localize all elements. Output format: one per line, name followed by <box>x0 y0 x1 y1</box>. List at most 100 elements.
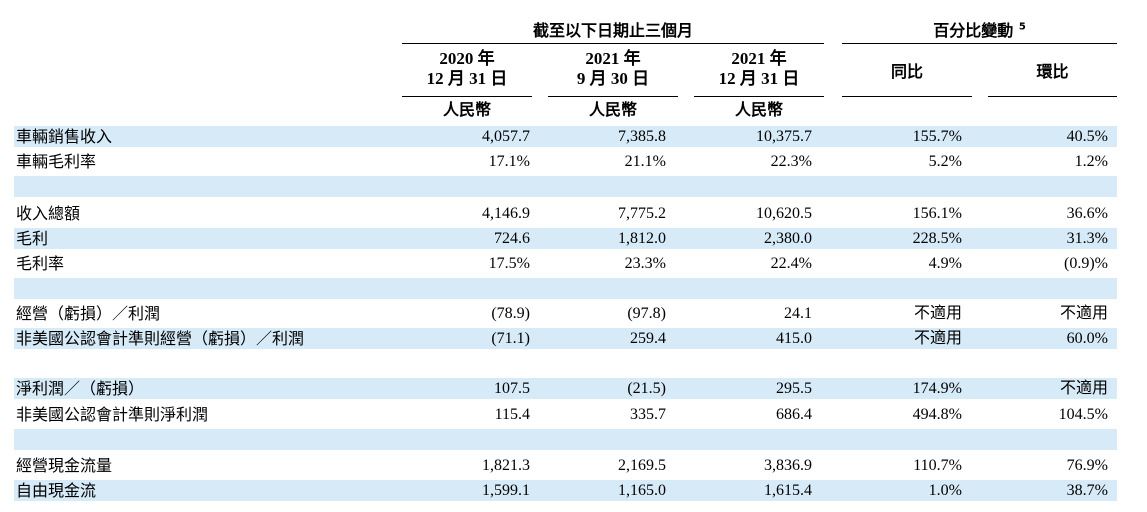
column-header-qoq: 環比 <box>1036 62 1069 81</box>
table-row: 毛利 724.6 1,812.0 2,380.0 228.5% 31.3% <box>14 228 1117 249</box>
column-header-q3-2021-currency: 人民幣 <box>588 100 637 119</box>
cell-yoy: 不適用 <box>913 305 962 322</box>
row-label: 非美國公認會計準則經營（虧損）／利潤 <box>16 329 305 348</box>
cell-q4-2021: 295.5 <box>776 380 812 397</box>
cell-q4-2020: 1,599.1 <box>482 482 530 499</box>
row-label: 收入總額 <box>16 204 81 223</box>
table-row: 非美國公認會計準則淨利潤 115.4 335.7 686.4 494.8% 10… <box>14 404 1117 425</box>
column-header-q3-2021-rule <box>548 96 678 97</box>
row-label: 車輛毛利率 <box>16 152 97 171</box>
cell-q3-2021: 259.4 <box>630 330 666 347</box>
cell-yoy: 156.1% <box>912 205 962 222</box>
cell-q4-2020: 4,057.7 <box>482 128 530 145</box>
cell-q4-2021: 415.0 <box>776 330 812 347</box>
cell-yoy: 494.8% <box>912 406 962 423</box>
table-row: 毛利率 17.5% 23.3% 22.4% 4.9% (0.9)% <box>14 253 1117 274</box>
column-header-q3-2021-date: 9 月 30 日 <box>576 69 650 88</box>
cell-q4-2021: 1,615.4 <box>764 482 812 499</box>
cell-q3-2021: (21.5) <box>627 380 666 397</box>
row-label: 經營（虧損）／利潤 <box>16 304 161 323</box>
row-label: 毛利率 <box>16 254 65 273</box>
cell-qoq: 1.2% <box>1074 153 1108 170</box>
cell-q4-2021: 10,620.5 <box>756 205 812 222</box>
header-group-three-months: 截至以下日期止三個月 <box>532 21 693 40</box>
row-label: 毛利 <box>16 229 49 248</box>
cell-yoy: 155.7% <box>912 128 962 145</box>
row-label: 淨利潤／（虧損） <box>16 379 145 398</box>
table-row: 經營（虧損）／利潤 (78.9) (97.8) 24.1 不適用 不適用 <box>14 303 1117 324</box>
column-header-q3-2021-year: 2021 年 <box>585 49 641 68</box>
row-label: 車輛銷售收入 <box>16 127 113 146</box>
cell-qoq: 不適用 <box>1059 305 1108 322</box>
row-label: 非美國公認會計準則淨利潤 <box>16 405 209 424</box>
header-group-percent-change-label: 百分比變動 <box>933 21 1014 40</box>
cell-q4-2020: 4,146.9 <box>482 205 530 222</box>
cell-yoy: 228.5% <box>912 230 962 247</box>
cell-q4-2021: 10,375.7 <box>756 128 812 145</box>
table-row: 車輛毛利率 17.1% 21.1% 22.3% 5.2% 1.2% <box>14 151 1117 172</box>
cell-q4-2021: 22.3% <box>770 153 812 170</box>
table-row: 非美國公認會計準則經營（虧損）／利潤 (71.1) 259.4 415.0 不適… <box>14 328 1117 349</box>
cell-qoq: 40.5% <box>1066 128 1108 145</box>
cell-qoq: 不適用 <box>1059 380 1108 397</box>
cell-qoq: 76.9% <box>1066 457 1108 474</box>
table-row-spacer <box>14 353 1117 374</box>
table-row: 車輛銷售收入 4,057.7 7,385.8 10,375.7 155.7% 4… <box>14 126 1117 147</box>
row-label: 自由現金流 <box>16 481 97 500</box>
header-group-three-months-rule <box>402 43 824 44</box>
cell-q3-2021: 21.1% <box>624 153 666 170</box>
cell-qoq: 36.6% <box>1066 205 1108 222</box>
table-row: 淨利潤／（虧損） 107.5 (21.5) 295.5 174.9% 不適用 <box>14 378 1117 399</box>
cell-q4-2021: 24.1 <box>784 305 812 322</box>
table-row: 收入總額 4,146.9 7,775.2 10,620.5 156.1% 36.… <box>14 203 1117 224</box>
cell-q4-2020: 1,821.3 <box>482 457 530 474</box>
cell-yoy: 110.7% <box>913 457 962 474</box>
table-row-spacer <box>14 176 1117 197</box>
cell-q4-2021: 22.4% <box>770 255 812 272</box>
cell-q3-2021: 23.3% <box>624 255 666 272</box>
cell-q4-2020: (71.1) <box>491 330 530 347</box>
cell-q4-2020: 115.4 <box>494 406 530 423</box>
column-header-q4-2021-currency: 人民幣 <box>734 100 783 119</box>
cell-q4-2020: 724.6 <box>494 230 530 247</box>
column-header-q4-2020-currency: 人民幣 <box>442 100 491 119</box>
table-row: 自由現金流 1,599.1 1,165.0 1,615.4 1.0% 38.7% <box>14 480 1117 501</box>
header-footnote-marker: 5 <box>1018 21 1026 33</box>
cell-qoq: (0.9)% <box>1064 255 1108 272</box>
cell-qoq: 31.3% <box>1066 230 1108 247</box>
column-header-q4-2020: 2020 年 12 月 31 日 <box>402 49 532 89</box>
column-header-q3-2021: 2021 年 9 月 30 日 <box>548 49 678 89</box>
cell-q3-2021: 7,775.2 <box>618 205 666 222</box>
cell-q4-2020: 17.1% <box>488 153 530 170</box>
cell-yoy: 174.9% <box>912 380 962 397</box>
column-header-qoq-rule <box>988 96 1117 97</box>
cell-q3-2021: 1,165.0 <box>618 482 666 499</box>
column-header-q4-2021-rule <box>694 96 824 97</box>
cell-q4-2020: (78.9) <box>491 305 530 322</box>
column-header-q4-2020-date: 12 月 31 日 <box>426 69 508 88</box>
table-row-spacer <box>14 429 1117 450</box>
column-header-q4-2021-year: 2021 年 <box>731 49 787 68</box>
column-header-q4-2021: 2021 年 12 月 31 日 <box>694 49 824 89</box>
cell-q4-2020: 17.5% <box>488 255 530 272</box>
cell-q4-2021: 686.4 <box>776 406 812 423</box>
cell-q4-2021: 2,380.0 <box>764 230 812 247</box>
header-group-percent-change-rule <box>842 43 1117 44</box>
cell-qoq: 38.7% <box>1066 482 1108 499</box>
cell-q3-2021: 335.7 <box>630 406 666 423</box>
header-group-percent-change: 百分比變動 5 <box>842 21 1117 41</box>
cell-qoq: 104.5% <box>1058 406 1108 423</box>
cell-q4-2020: 107.5 <box>494 380 530 397</box>
cell-q4-2021: 3,836.9 <box>764 457 812 474</box>
column-header-q4-2021-date: 12 月 31 日 <box>718 69 800 88</box>
column-header-yoy: 同比 <box>890 62 923 81</box>
column-header-yoy-rule <box>842 96 972 97</box>
column-header-q4-2020-rule <box>402 96 532 97</box>
cell-yoy: 4.9% <box>928 255 962 272</box>
cell-q3-2021: 1,812.0 <box>618 230 666 247</box>
column-header-q4-2020-year: 2020 年 <box>439 49 495 68</box>
cell-q3-2021: (97.8) <box>627 305 666 322</box>
cell-q3-2021: 2,169.5 <box>618 457 666 474</box>
cell-yoy: 5.2% <box>928 153 962 170</box>
cell-yoy: 不適用 <box>913 330 962 347</box>
